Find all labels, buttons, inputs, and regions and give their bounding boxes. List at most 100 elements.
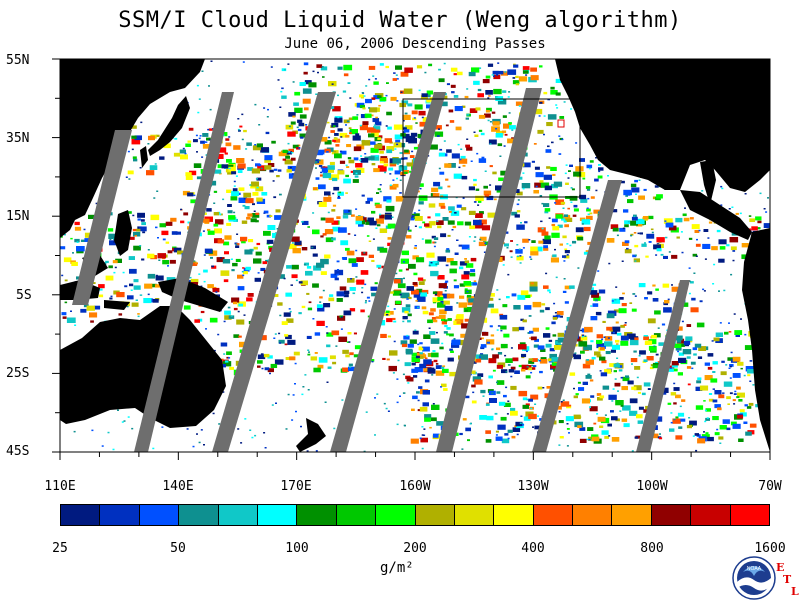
cloud-cell xyxy=(186,428,189,430)
cloud-cell xyxy=(473,240,476,242)
cloud-cell xyxy=(748,215,752,217)
cloud-cell xyxy=(555,214,563,219)
cloud-cell xyxy=(267,163,275,167)
cloud-cell xyxy=(493,74,501,80)
cloud-cell xyxy=(235,175,238,177)
cloud-cell xyxy=(70,237,73,240)
cloud-cell xyxy=(587,197,590,200)
cloud-cell xyxy=(389,173,392,175)
cloud-cell xyxy=(377,188,381,191)
cloud-cell xyxy=(275,209,281,213)
cloud-cell xyxy=(555,341,561,345)
cloud-cell xyxy=(219,213,223,216)
cloud-cell xyxy=(620,340,629,346)
cloud-cell xyxy=(447,234,451,237)
cloud-cell xyxy=(631,363,633,365)
cloud-cell xyxy=(353,146,362,152)
cloud-cell xyxy=(482,331,489,336)
cloud-cell xyxy=(551,321,556,325)
cloud-cell xyxy=(693,272,696,274)
cloud-cell xyxy=(147,273,156,279)
cloud-cell xyxy=(439,148,443,151)
cloud-cell xyxy=(152,298,159,303)
cloud-cell xyxy=(502,90,507,93)
cloud-cell xyxy=(134,235,137,237)
cloud-cell xyxy=(342,215,349,219)
cloud-cell xyxy=(283,68,286,71)
cloud-cell xyxy=(362,107,366,110)
cloud-cell xyxy=(299,82,306,86)
cloud-cell xyxy=(663,218,673,224)
cloud-cell xyxy=(263,210,269,214)
cloud-cell xyxy=(396,78,399,80)
cloud-cell xyxy=(389,350,398,356)
colorbar-units: g/m² xyxy=(380,560,414,576)
cloud-cell xyxy=(511,211,518,216)
cloud-cell xyxy=(414,367,423,373)
cloud-cell xyxy=(633,232,637,234)
cloud-cell xyxy=(507,138,515,144)
cloud-cell xyxy=(445,280,449,283)
cloud-cell xyxy=(277,169,282,172)
cloud-cell xyxy=(564,301,569,304)
cloud-cell xyxy=(562,399,565,401)
cloud-cell xyxy=(486,415,494,421)
cloud-cell xyxy=(492,121,500,126)
cloud-cell xyxy=(533,344,539,348)
cloud-cell xyxy=(343,209,350,213)
cloud-cell xyxy=(537,227,546,233)
cloud-cell xyxy=(441,342,444,345)
cloud-cell xyxy=(695,255,698,257)
cloud-cell xyxy=(743,421,748,424)
cloud-cell xyxy=(648,241,652,243)
cloud-cell xyxy=(708,398,714,402)
cloud-cell xyxy=(214,228,222,234)
cloud-cell xyxy=(386,318,393,323)
cloud-cell xyxy=(607,337,610,339)
cloud-cell xyxy=(582,381,588,385)
cloud-cell xyxy=(723,289,726,292)
cloud-cell xyxy=(555,314,561,318)
cloud-cell xyxy=(624,322,627,324)
cloud-cell xyxy=(662,283,670,288)
cloud-cell xyxy=(183,305,191,310)
cloud-cell xyxy=(76,276,81,280)
cloud-cell xyxy=(331,174,340,180)
cloud-cell xyxy=(491,74,494,76)
cloud-cell xyxy=(98,294,104,298)
cloud-cell xyxy=(382,357,386,360)
cloud-cell xyxy=(203,280,206,283)
cloud-cell xyxy=(449,268,457,274)
cloud-cell xyxy=(424,357,428,360)
cloud-cell xyxy=(396,100,399,102)
cloud-cell xyxy=(328,169,335,173)
cloud-cell xyxy=(366,235,370,237)
cloud-cell xyxy=(508,122,512,125)
cloud-cell xyxy=(316,64,323,68)
cloud-cell xyxy=(131,302,139,307)
cloud-cell xyxy=(431,374,434,376)
cloud-cell xyxy=(379,213,382,216)
cloud-cell xyxy=(699,300,703,303)
cloud-cell xyxy=(360,309,365,313)
cloud-cell xyxy=(478,356,481,358)
cloud-cell xyxy=(451,342,460,348)
cloud-cell xyxy=(286,151,292,155)
cloud-cell xyxy=(461,448,464,450)
cloud-cell xyxy=(367,197,373,202)
cloud-cell xyxy=(513,305,521,310)
cloud-cell xyxy=(512,357,519,362)
cloud-cell xyxy=(555,276,558,279)
cloud-cell xyxy=(174,137,178,140)
cloud-cell xyxy=(530,394,539,400)
cloud-cell xyxy=(330,273,338,278)
cloud-cell xyxy=(217,164,224,169)
cloud-cell xyxy=(276,228,279,230)
cloud-cell xyxy=(313,367,321,373)
cloud-cell xyxy=(217,333,220,336)
cloud-cell xyxy=(511,435,516,439)
cloud-cell xyxy=(206,137,211,141)
cloud-cell xyxy=(593,296,601,301)
cloud-cell xyxy=(291,152,294,154)
cloud-cell xyxy=(339,286,347,291)
